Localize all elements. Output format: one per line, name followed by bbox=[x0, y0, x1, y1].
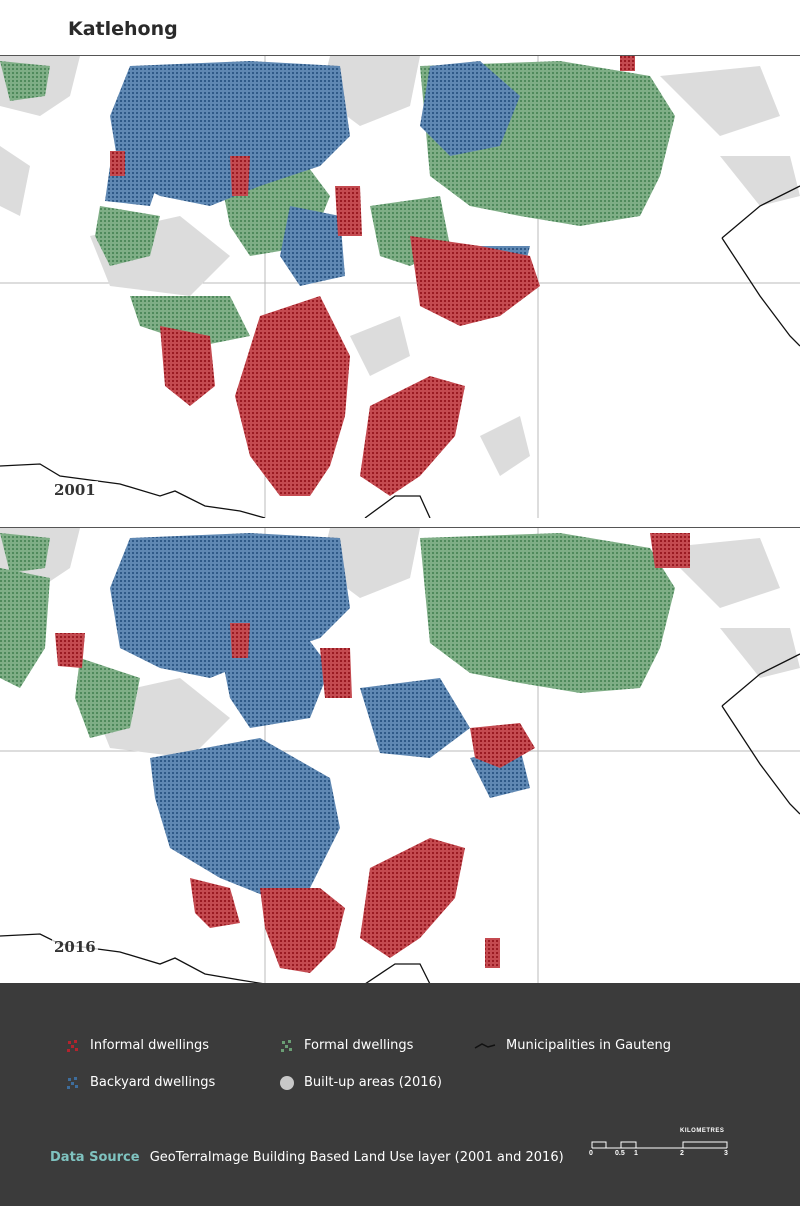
informal-dwellings-2001 bbox=[110, 56, 635, 496]
backyard-dwellings-2001 bbox=[105, 61, 530, 286]
map-canvas-2001 bbox=[0, 56, 800, 518]
legend-label: Formal dwellings bbox=[304, 1038, 414, 1053]
legend-label: Backyard dwellings bbox=[90, 1075, 216, 1090]
legend-item-formal: Formal dwellings bbox=[280, 1038, 413, 1053]
scale-tick: 1 bbox=[634, 1150, 638, 1157]
legend-panel: Informal dwellings Formal dwellings Muni… bbox=[0, 983, 800, 1206]
legend-item-backyard: Backyard dwellings bbox=[66, 1075, 215, 1090]
boundary-line-icon bbox=[474, 1039, 496, 1053]
map-title: Katlehong bbox=[68, 18, 178, 40]
municipality-boundaries-2016 bbox=[0, 653, 800, 984]
municipality-boundaries-2001 bbox=[0, 185, 800, 518]
backyard-dwellings-2016 bbox=[110, 533, 530, 898]
legend-item-informal: Informal dwellings bbox=[66, 1038, 209, 1053]
backyard-dots-icon bbox=[66, 1076, 80, 1090]
informal-dots-icon bbox=[66, 1039, 80, 1053]
data-source-label: Data Source bbox=[50, 1150, 140, 1165]
informal-dwellings-2016 bbox=[55, 533, 690, 973]
legend-label: Built-up areas (2016) bbox=[304, 1075, 442, 1090]
formal-dots-icon bbox=[280, 1039, 294, 1053]
legend-label: Municipalities in Gauteng bbox=[506, 1038, 671, 1053]
scale-tick: 2 bbox=[680, 1150, 684, 1157]
legend-item-municipalities: Municipalities in Gauteng bbox=[474, 1038, 671, 1053]
scale-tick: 0.5 bbox=[615, 1150, 625, 1157]
builtup-circle-icon bbox=[280, 1075, 294, 1090]
data-source: Data Source GeoTerraImage Building Based… bbox=[50, 1150, 564, 1165]
legend-item-builtup: Built-up areas (2016) bbox=[280, 1075, 442, 1090]
map-panel-2001[interactable]: 2001 bbox=[0, 55, 800, 518]
scale-tick: 3 bbox=[724, 1150, 728, 1157]
map-canvas-2016 bbox=[0, 528, 800, 984]
legend-label: Informal dwellings bbox=[90, 1038, 210, 1053]
formal-dwellings-2016 bbox=[0, 533, 675, 738]
scale-bar-graphic bbox=[591, 1141, 728, 1149]
scale-unit: KILOMETRES bbox=[680, 1128, 725, 1134]
year-label: 2016 bbox=[52, 938, 98, 956]
map-panel-2016[interactable]: 2016 bbox=[0, 527, 800, 984]
year-label: 2001 bbox=[52, 481, 98, 499]
data-source-text: GeoTerraImage Building Based Land Use la… bbox=[149, 1150, 564, 1165]
scale-tick: 0 bbox=[589, 1150, 593, 1157]
